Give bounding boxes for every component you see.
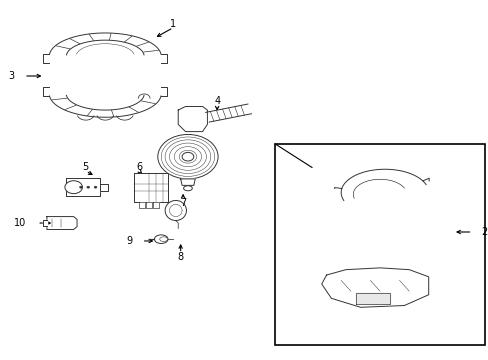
Polygon shape: [100, 184, 107, 191]
Ellipse shape: [183, 186, 192, 191]
Polygon shape: [180, 179, 195, 185]
Text: 6: 6: [136, 162, 142, 172]
Text: 7: 7: [180, 198, 186, 208]
Polygon shape: [138, 94, 150, 98]
Circle shape: [80, 186, 82, 188]
Polygon shape: [49, 95, 161, 117]
Text: 3: 3: [8, 71, 15, 81]
Circle shape: [65, 181, 82, 194]
Polygon shape: [178, 107, 207, 132]
Polygon shape: [47, 217, 77, 229]
Polygon shape: [66, 178, 100, 196]
Polygon shape: [321, 268, 428, 307]
Text: 2: 2: [481, 227, 487, 237]
Circle shape: [158, 134, 218, 179]
Text: 5: 5: [82, 162, 89, 172]
Polygon shape: [49, 33, 161, 55]
Bar: [275, 144, 484, 345]
Circle shape: [94, 186, 97, 188]
Text: 9: 9: [126, 236, 132, 246]
Text: 4: 4: [214, 96, 220, 106]
Polygon shape: [139, 202, 144, 208]
Polygon shape: [341, 169, 425, 201]
Text: 1: 1: [170, 19, 176, 29]
Circle shape: [182, 152, 193, 161]
Text: 8: 8: [177, 252, 183, 262]
Polygon shape: [205, 104, 251, 122]
Text: 10: 10: [14, 218, 26, 228]
Polygon shape: [165, 201, 186, 221]
Ellipse shape: [154, 235, 168, 243]
Circle shape: [86, 186, 89, 188]
Polygon shape: [134, 173, 168, 202]
Polygon shape: [355, 293, 389, 304]
Polygon shape: [153, 202, 159, 208]
Ellipse shape: [160, 237, 167, 242]
Polygon shape: [43, 220, 47, 226]
Polygon shape: [146, 202, 152, 208]
